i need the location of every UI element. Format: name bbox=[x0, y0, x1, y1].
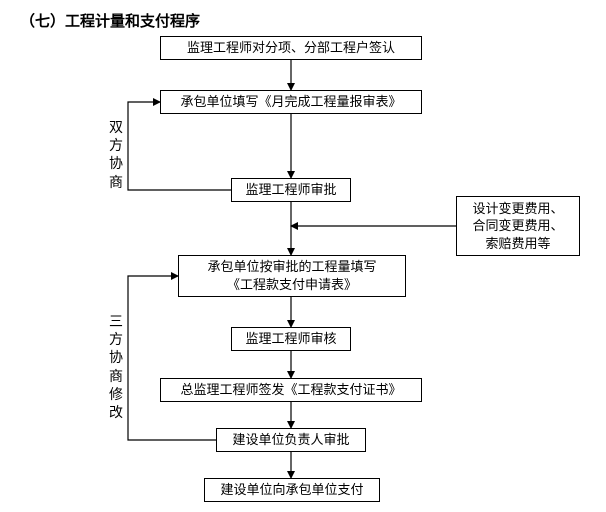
node-n1: 监理工程师对分项、分部工程户签认 bbox=[160, 36, 422, 60]
node-n3: 监理工程师审批 bbox=[231, 178, 351, 202]
node-n4: 承包单位按审批的工程量填写《工程款支付申请表》 bbox=[178, 255, 406, 297]
node-n6: 总监理工程师签发《工程款支付证书》 bbox=[160, 378, 422, 402]
node-n7: 建设单位负责人审批 bbox=[216, 428, 366, 452]
e-loop2 bbox=[128, 276, 216, 440]
node-n8: 建设单位向承包单位支付 bbox=[204, 478, 380, 502]
node-n2: 承包单位填写《月完成工程量报审表》 bbox=[160, 90, 422, 114]
side-label-2: 三方协商修改 bbox=[108, 314, 124, 423]
side-label-1: 双方协商 bbox=[108, 120, 124, 193]
section-title: （七）工程计量和支付程序 bbox=[20, 10, 200, 31]
node-side: 设计变更费用、合同变更费用、索赔费用等 bbox=[456, 196, 580, 256]
e-loop1 bbox=[128, 102, 231, 190]
node-n5: 监理工程师审核 bbox=[231, 327, 351, 351]
flowchart-canvas: （七）工程计量和支付程序 监理工程师对分项、分部工程户签认 承包单位填写《月完成… bbox=[0, 0, 606, 512]
